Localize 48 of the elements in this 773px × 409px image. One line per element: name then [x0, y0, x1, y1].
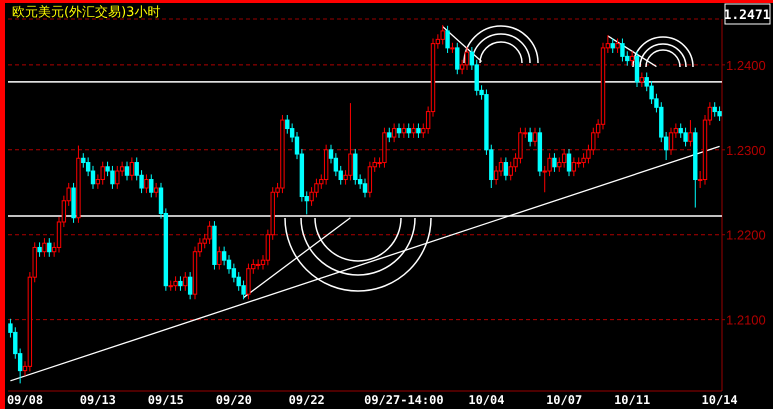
candlestick [188, 272, 192, 300]
candlestick [406, 122, 411, 138]
candlestick [445, 25, 450, 54]
candlestick [387, 127, 392, 143]
candlestick [42, 238, 47, 258]
x-tick-label: 10/14 [702, 393, 738, 407]
x-tick-label: 09/22 [288, 393, 325, 407]
y-tick-label: 1.2100 [726, 312, 766, 328]
x-tick-label: 10/11 [614, 393, 650, 407]
chart-title: 欧元美元(外汇交易)3小时 [12, 4, 160, 20]
candlestick [528, 127, 532, 147]
candlestick [630, 50, 634, 66]
candlestick [450, 42, 455, 54]
candlestick [396, 122, 402, 138]
candlestick [640, 72, 644, 88]
x-tick-label: 10/04 [468, 393, 504, 407]
candlestick [149, 174, 154, 198]
y-tick-label: 1.2200 [726, 228, 766, 243]
candlestick [124, 161, 130, 181]
candlestick [552, 152, 557, 172]
y-tick-label: 1.2300 [726, 142, 766, 158]
candlestick [183, 272, 188, 292]
candlestick [217, 246, 222, 270]
x-tick-label: 09/08 [6, 393, 44, 407]
x-tick-label: 09/27-14:00 [364, 393, 444, 407]
x-tick-label: 09/13 [80, 393, 116, 407]
text: 1.2471 [724, 8, 771, 23]
x-tick-label: 10/07 [546, 393, 582, 407]
candlestick [504, 156, 508, 181]
candlestick [566, 148, 572, 177]
y-tick-label: 1.2400 [726, 58, 766, 73]
candlestick [688, 120, 693, 147]
candlestick [130, 156, 134, 181]
candlestick [615, 38, 620, 54]
candlestick [416, 122, 421, 138]
x-tick-label: 09/20 [216, 393, 252, 407]
candlestick [47, 238, 52, 258]
candlestick [455, 42, 460, 75]
candlestick [610, 38, 615, 54]
candlestick [402, 122, 406, 138]
candlestick [178, 276, 183, 292]
candlestick [411, 122, 416, 138]
candlestick [532, 127, 538, 147]
x-tick-label: 09/15 [148, 393, 184, 407]
candlestick [154, 182, 158, 198]
candlestick [37, 242, 42, 258]
candlestick [392, 122, 396, 143]
candlestick [144, 174, 149, 194]
